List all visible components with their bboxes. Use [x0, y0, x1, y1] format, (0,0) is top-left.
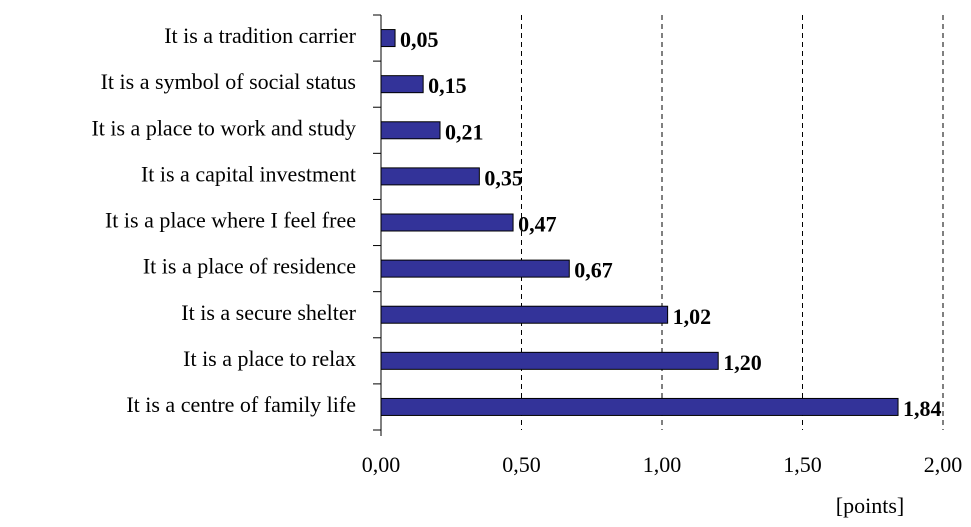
y-tick-label: It is a place where I feel free: [105, 208, 356, 233]
value-label: 0,47: [518, 212, 557, 237]
value-label: 1,02: [673, 304, 712, 329]
value-label: 1,84: [903, 396, 942, 421]
bar: [380, 121, 441, 140]
y-tick-label: It is a place to work and study: [91, 115, 356, 140]
value-label: 0,21: [445, 119, 484, 144]
bar: [380, 167, 480, 186]
x-tick-label: 1,50: [783, 452, 822, 477]
bar: [380, 29, 396, 48]
y-tick-label: It is a secure shelter: [181, 300, 356, 325]
bar: [380, 75, 424, 94]
y-tick-label: It is a centre of family life: [126, 392, 356, 417]
bar: [380, 259, 570, 278]
x-axis-label: [points]: [836, 493, 904, 518]
y-tick-label: It is a place to relax: [183, 346, 356, 371]
y-tick-label: It is a place of residence: [143, 254, 356, 279]
value-label: 1,20: [723, 350, 762, 375]
value-label: 0,35: [484, 165, 522, 190]
value-label: 0,15: [428, 73, 467, 98]
x-tick-label: 2,00: [924, 452, 963, 477]
y-tick-label: It is a capital investment: [141, 161, 356, 186]
value-label: 0,05: [400, 27, 439, 52]
y-tick-label: It is a symbol of social status: [101, 69, 356, 94]
bar: [380, 351, 719, 370]
bar: [380, 397, 899, 416]
bar: [380, 213, 514, 232]
bar: [380, 305, 669, 324]
x-tick-label: 1,00: [643, 452, 682, 477]
x-tick-label: 0,00: [362, 452, 401, 477]
y-tick-label: It is a tradition carrier: [164, 23, 356, 48]
value-label: 0,67: [574, 258, 613, 283]
x-tick-label: 0,50: [502, 452, 541, 477]
